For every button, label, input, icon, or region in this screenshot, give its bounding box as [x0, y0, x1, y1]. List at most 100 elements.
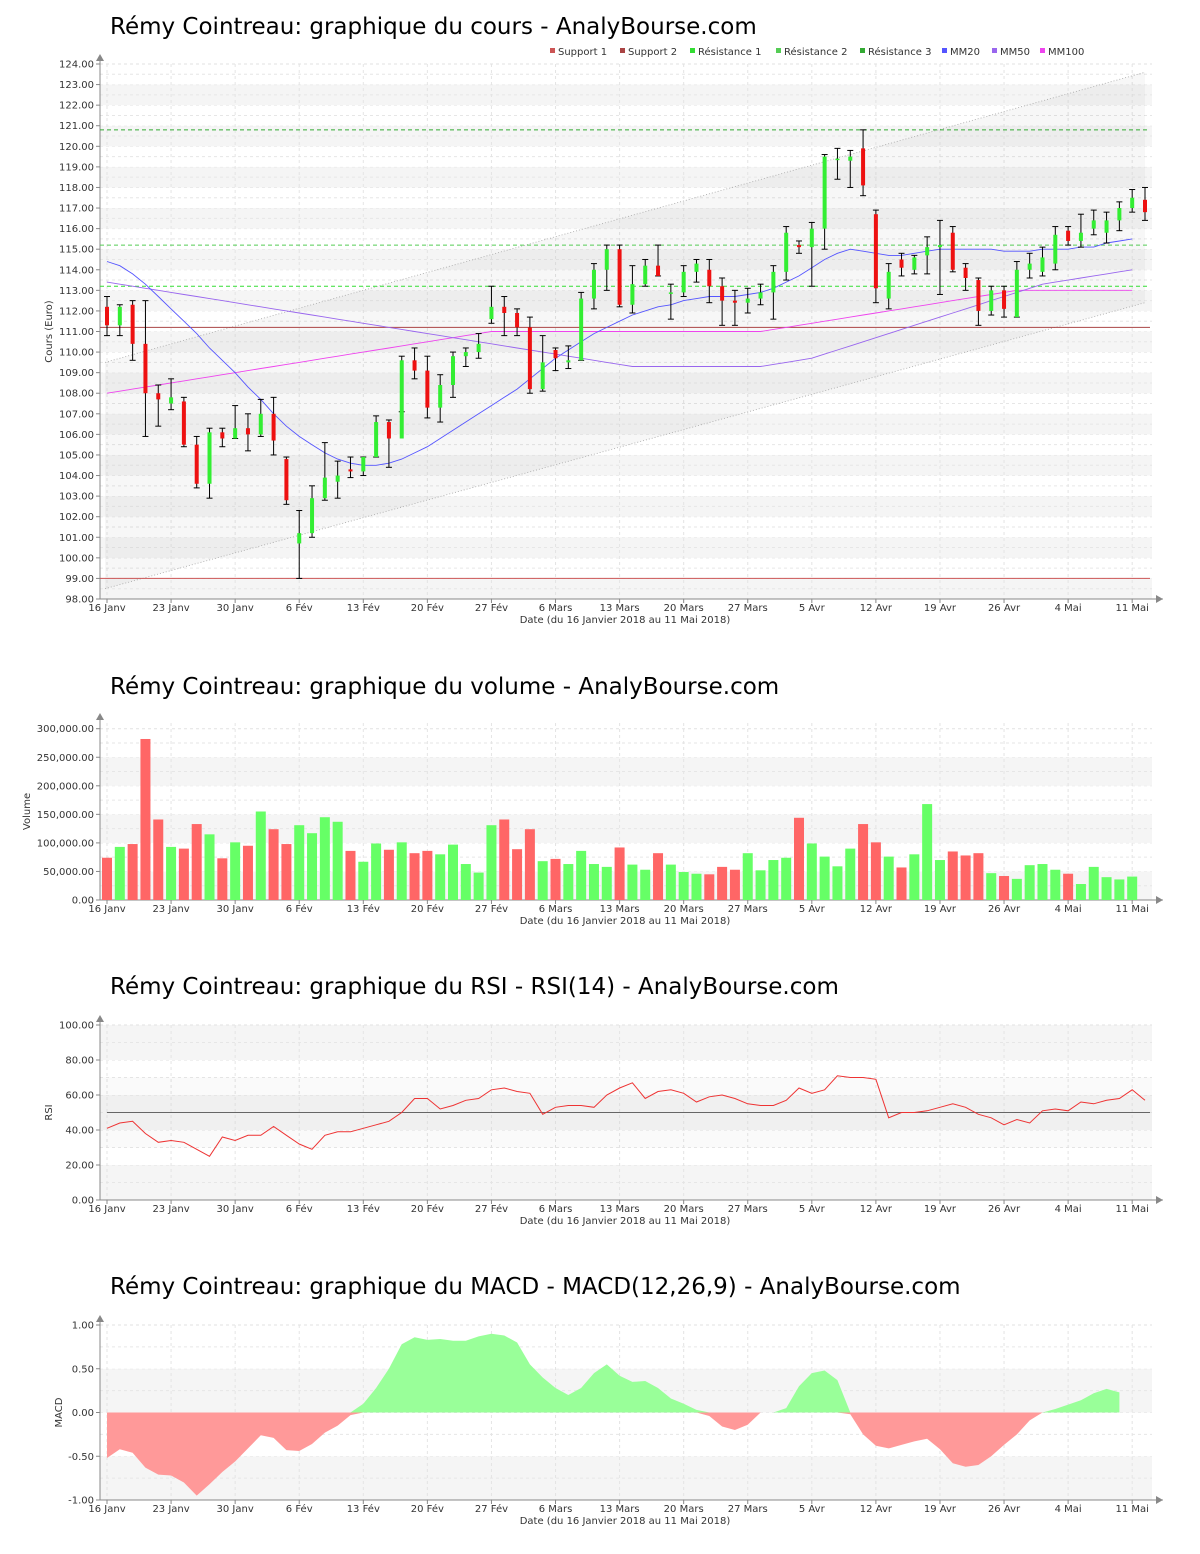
candle-body: [745, 298, 750, 303]
volume-bar: [614, 847, 625, 900]
volume-bar: [1088, 866, 1099, 900]
candle-body: [245, 428, 250, 435]
volume-xtick-label: 6 Fév: [286, 903, 313, 915]
candle-body: [617, 249, 622, 305]
candle-body: [297, 533, 302, 544]
price-band: [100, 64, 1152, 85]
price-xtick-label: 19 Avr: [924, 603, 957, 614]
candle-body: [579, 298, 584, 361]
legend-label: Support 2: [628, 47, 677, 58]
volume-xtick-label: 27 Mars: [728, 904, 768, 915]
volume-xtick-label: 12 Avr: [860, 904, 893, 915]
volume-bar: [319, 817, 330, 900]
price-ytick-label: 111.00: [59, 327, 94, 338]
candle-body: [451, 356, 455, 385]
volume-bar: [448, 844, 458, 900]
price-xtick-label: 5 Avr: [799, 603, 826, 614]
volume-bar: [896, 867, 907, 900]
candle-body: [1002, 290, 1007, 309]
macd-xtick-label: 6 Fév: [286, 1503, 313, 1515]
candle-body: [1091, 220, 1096, 229]
price-title: Rémy Cointreau: graphique du cours - Ana…: [110, 14, 757, 40]
candle-body: [925, 247, 930, 256]
macd-ytick-label: -1.00: [68, 1496, 94, 1507]
volume-bar: [524, 829, 535, 900]
price-ytick-label: 121.00: [59, 121, 94, 132]
volume-x-arrow: [1156, 896, 1163, 904]
candle-body: [784, 232, 789, 272]
volume-bar: [191, 824, 202, 900]
price-xlabel: Date (du 16 Janvier 2018 au 11 Mai 2018): [520, 615, 731, 626]
rsi-x-arrow: [1156, 1196, 1163, 1204]
volume-bar: [678, 872, 689, 900]
macd-xlabel: Date (du 16 Janvier 2018 au 11 Mai 2018): [520, 1516, 731, 1527]
volume-bar: [204, 834, 215, 900]
volume-bar: [717, 866, 728, 900]
candle-body: [886, 271, 891, 299]
volume-bar: [588, 864, 599, 900]
volume-bar: [140, 738, 151, 900]
volume-bar: [845, 848, 856, 900]
volume-bar: [1075, 884, 1086, 900]
candle-body: [515, 312, 520, 328]
rsi-xlabel: Date (du 16 Janvier 2018 au 11 Mai 2018): [520, 1216, 731, 1227]
volume-bar: [255, 811, 266, 900]
rsi-ytick-label: 0.00: [72, 1196, 94, 1207]
volume-bar: [102, 857, 112, 900]
macd-positive-area: [107, 1333, 1120, 1413]
legend-label: Résistance 1: [698, 46, 761, 58]
candle-body: [694, 263, 699, 272]
legend-label: Résistance 2: [784, 46, 847, 58]
volume-bar: [268, 829, 279, 900]
volume-bar: [576, 850, 587, 900]
legend-swatch: [860, 48, 865, 53]
candle-body: [1143, 199, 1147, 213]
volume-xtick-label: 27 Fév: [475, 903, 508, 915]
volume-bar: [217, 858, 228, 900]
price-ytick-label: 120.00: [59, 142, 94, 153]
volume-bar: [512, 849, 523, 900]
candle-body: [732, 300, 737, 303]
volume-bar: [691, 873, 702, 900]
candle-body: [861, 148, 866, 186]
price-ytick-label: 110.00: [59, 348, 94, 359]
candle-body: [476, 343, 481, 353]
candle-body: [771, 271, 776, 293]
candle-body: [912, 257, 917, 270]
volume-xtick-label: 19 Avr: [924, 904, 957, 915]
candle-body: [438, 385, 443, 408]
legend-swatch: [1040, 48, 1045, 53]
price-xtick-label: 6 Mars: [539, 603, 573, 614]
volume-xtick-label: 13 Mars: [600, 904, 640, 915]
candle-body: [835, 158, 840, 161]
volume-bar: [307, 833, 318, 900]
macd-xtick-label: 6 Mars: [539, 1504, 573, 1515]
rsi-xtick-label: 30 Janv: [217, 1204, 254, 1215]
volume-bar: [832, 866, 843, 900]
legend-label: Support 1: [558, 47, 607, 58]
volume-xlabel: Date (du 16 Janvier 2018 au 11 Mai 2018): [520, 916, 731, 927]
price-ytick-label: 109.00: [59, 368, 94, 379]
price-ytick-label: 118.00: [59, 183, 94, 194]
candle-body: [1078, 232, 1083, 241]
candle-body: [1040, 257, 1045, 272]
rsi-xtick-label: 12 Avr: [860, 1204, 893, 1215]
legend-label: MM50: [1000, 47, 1030, 58]
volume-bar: [665, 864, 676, 900]
volume-bar: [242, 845, 253, 900]
volume-ytick-label: 150,000.00: [37, 810, 94, 821]
rsi-xtick-label: 6 Fév: [286, 1203, 313, 1215]
candle-body: [553, 350, 558, 359]
volume-xtick-label: 6 Mars: [539, 904, 573, 915]
price-ytick-label: 98.00: [65, 595, 94, 606]
rsi-xtick-label: 4 Mai: [1055, 1204, 1082, 1215]
candle-body: [630, 284, 635, 305]
macd-ytick-label: -0.50: [68, 1452, 94, 1463]
volume-bar: [909, 854, 920, 900]
volume-bar: [1063, 873, 1074, 900]
price-y-arrow: [96, 54, 104, 61]
volume-bar: [768, 860, 779, 900]
rsi-title: Rémy Cointreau: graphique du RSI - RSI(1…: [110, 974, 839, 1000]
candle-body: [643, 265, 648, 285]
price-xtick-label: 20 Mars: [664, 603, 704, 614]
